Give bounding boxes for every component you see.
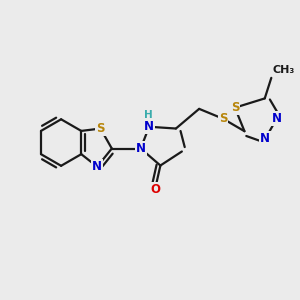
- Text: N: N: [92, 160, 102, 173]
- Text: N: N: [144, 120, 154, 133]
- Text: O: O: [150, 183, 160, 196]
- Text: S: S: [231, 101, 239, 114]
- Text: S: S: [219, 112, 227, 125]
- Text: N: N: [260, 132, 270, 145]
- Text: S: S: [96, 122, 105, 135]
- Text: CH₃: CH₃: [273, 65, 295, 76]
- Text: H: H: [144, 110, 153, 120]
- Text: N: N: [136, 142, 146, 155]
- Text: N: N: [272, 112, 282, 125]
